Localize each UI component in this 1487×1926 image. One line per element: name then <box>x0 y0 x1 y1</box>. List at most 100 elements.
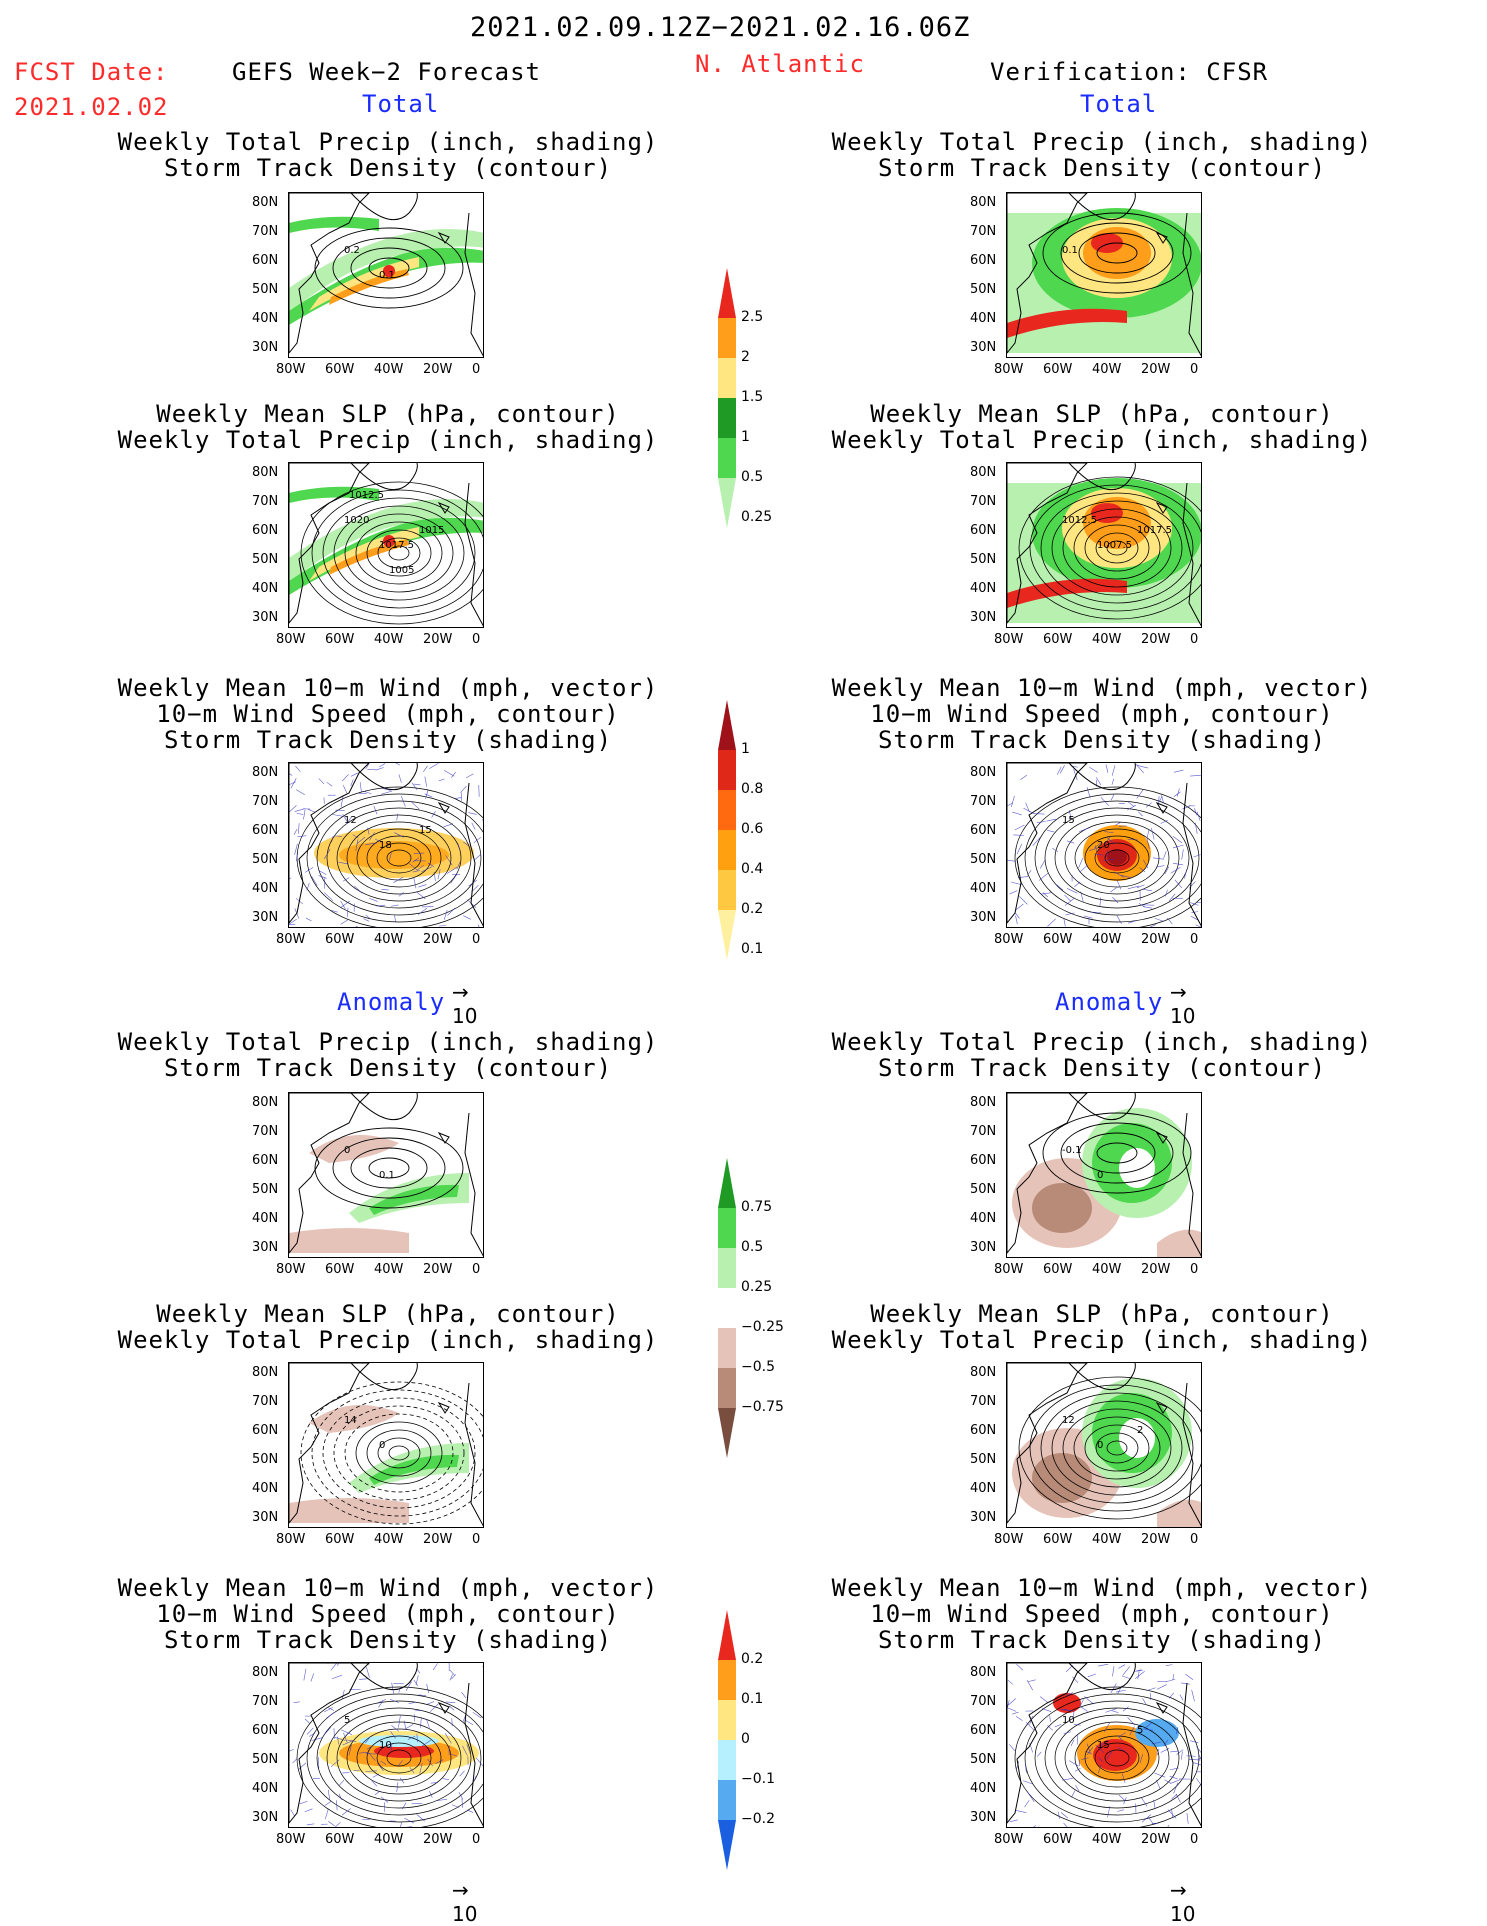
lat-tick-label: 50N <box>252 1183 278 1196</box>
lon-tick-label: 80W <box>994 633 1023 646</box>
lon-tick-label: 40W <box>374 633 403 646</box>
contour-label: 0 <box>344 1145 350 1156</box>
colorbar-segment <box>718 268 736 318</box>
lat-tick-label: 60N <box>252 1424 278 1437</box>
contour-label: 1012.5 <box>349 490 384 501</box>
lat-tick-label: 70N <box>970 795 996 808</box>
panel-title-gefs-3-1: Storm Track Density (contour) <box>108 1056 668 1080</box>
lon-tick-label: 0 <box>472 1263 480 1276</box>
lat-tick-label: 30N <box>970 341 996 354</box>
date-range-title: 2021.02.09.12Z−2021.02.16.06Z <box>470 14 970 41</box>
left-total-label: Total <box>362 92 439 116</box>
colorbar-label: −0.2 <box>741 1812 775 1826</box>
lon-tick-label: 40W <box>1092 1533 1121 1546</box>
colorbar-label: 2 <box>741 350 750 364</box>
lon-tick-label: 20W <box>423 633 452 646</box>
lat-tick-label: 30N <box>252 341 278 354</box>
lon-tick-label: 20W <box>1141 633 1170 646</box>
colorbar-segment <box>718 1610 736 1660</box>
lat-tick-label: 80N <box>970 196 996 209</box>
colorbar-segment <box>718 1408 736 1458</box>
lat-tick-label: 80N <box>252 466 278 479</box>
lat-tick-label: 30N <box>970 611 996 624</box>
lon-tick-label: 80W <box>276 1263 305 1276</box>
lon-tick-label: 80W <box>276 633 305 646</box>
lon-tick-label: 40W <box>374 1533 403 1546</box>
right-anomaly-label: Anomaly <box>1055 990 1163 1014</box>
lon-tick-label: 0 <box>472 633 480 646</box>
lat-tick-label: 50N <box>252 853 278 866</box>
lat-tick-label: 50N <box>970 553 996 566</box>
lon-tick-label: 80W <box>276 363 305 376</box>
lat-tick-label: 40N <box>970 882 996 895</box>
panel-title-gefs-2-0: Weekly Mean 10−m Wind (mph, vector) <box>108 676 668 700</box>
contour-label: 0 <box>1097 1170 1103 1181</box>
lat-tick-label: 80N <box>252 196 278 209</box>
contour-label: 14 <box>344 1415 357 1426</box>
contour-label: -0.1 <box>1062 1145 1082 1156</box>
panel-title-cfsr-4-0: Weekly Mean SLP (hPa, contour) <box>822 1302 1382 1326</box>
panel-title-cfsr-3-1: Storm Track Density (contour) <box>822 1056 1382 1080</box>
contour-label: 1007.5 <box>1097 540 1132 551</box>
lon-tick-label: 40W <box>1092 1833 1121 1846</box>
panel-title-cfsr-5-0: Weekly Mean 10−m Wind (mph, vector) <box>822 1576 1382 1600</box>
arrow-right-icon: → <box>452 980 469 1004</box>
panel-title-cfsr-4-1: Weekly Total Precip (inch, shading) <box>822 1328 1382 1352</box>
lon-tick-label: 80W <box>994 363 1023 376</box>
lat-tick-label: 30N <box>970 1511 996 1524</box>
contour-label: 15 <box>1097 1740 1110 1751</box>
lat-tick-label: 30N <box>252 1511 278 1524</box>
lon-tick-label: 60W <box>1043 1533 1072 1546</box>
contour-label: 0 <box>1097 1440 1103 1451</box>
lat-tick-label: 80N <box>252 1096 278 1109</box>
lat-tick-label: 30N <box>970 911 996 924</box>
colorbar-segment <box>718 1248 736 1288</box>
panel-title-cfsr-5-2: Storm Track Density (shading) <box>822 1628 1382 1652</box>
lat-tick-label: 60N <box>252 1154 278 1167</box>
panel-title-gefs-2-2: Storm Track Density (shading) <box>108 728 668 752</box>
contour-label: 10 <box>379 1740 392 1751</box>
contour-label: 12 <box>344 815 357 826</box>
lat-tick-label: 80N <box>970 1666 996 1679</box>
lon-tick-label: 0 <box>1190 1833 1198 1846</box>
colorbar-segment <box>718 1328 736 1368</box>
contour-label: 2 <box>1137 1425 1143 1436</box>
left-column-title: GEFS Week−2 Forecast <box>232 60 541 84</box>
contour-label: 0.2 <box>344 245 360 256</box>
lat-tick-label: 70N <box>970 225 996 238</box>
lat-tick-label: 60N <box>970 1424 996 1437</box>
panel-title-gefs-0-0: Weekly Total Precip (inch, shading) <box>108 130 668 154</box>
lat-tick-label: 50N <box>970 1753 996 1766</box>
fcst-date-label: FCST Date: <box>14 60 169 84</box>
vector-ref-left-1: →10 <box>452 980 477 1028</box>
lon-tick-label: 20W <box>423 363 452 376</box>
contour-label: 15 <box>419 825 432 836</box>
panel-title-cfsr-3-0: Weekly Total Precip (inch, shading) <box>822 1030 1382 1054</box>
lat-tick-label: 70N <box>252 1695 278 1708</box>
contour-label: 0.1 <box>1062 245 1078 256</box>
lat-tick-label: 80N <box>970 466 996 479</box>
lat-tick-label: 30N <box>970 1811 996 1824</box>
lon-tick-label: 0 <box>472 363 480 376</box>
lat-tick-label: 80N <box>970 1096 996 1109</box>
lon-tick-label: 20W <box>423 1833 452 1846</box>
lat-tick-label: 50N <box>252 1453 278 1466</box>
panel-title-gefs-5-0: Weekly Mean 10−m Wind (mph, vector) <box>108 1576 668 1600</box>
colorbar-label: 0.8 <box>741 782 763 796</box>
lat-tick-label: 50N <box>252 1753 278 1766</box>
colorbar-segment <box>718 358 736 398</box>
lat-tick-label: 60N <box>970 524 996 537</box>
contour-label: 12 <box>1062 1415 1075 1426</box>
colorbar-segment <box>718 1660 736 1700</box>
panel-title-gefs-5-2: Storm Track Density (shading) <box>108 1628 668 1652</box>
panel-title-gefs-2-1: 10−m Wind Speed (mph, contour) <box>108 702 668 726</box>
contour-label: 0.1 <box>379 270 395 281</box>
lon-tick-label: 40W <box>374 1833 403 1846</box>
contour-label: 1015 <box>419 525 444 536</box>
colorbar-label: 2.5 <box>741 310 763 324</box>
lat-tick-label: 40N <box>970 582 996 595</box>
